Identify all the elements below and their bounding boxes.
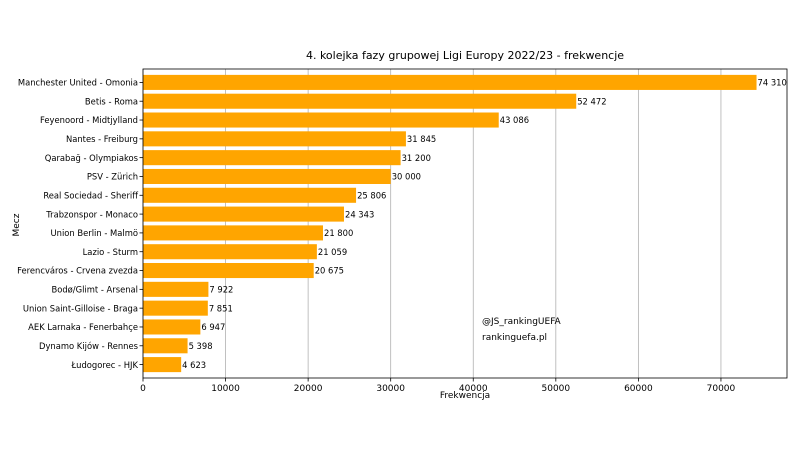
- data-label: 74 310: [758, 78, 787, 88]
- category-label: Qarabağ - Olympiakos: [45, 153, 138, 163]
- category-label: Lazio - Sturm: [83, 247, 138, 257]
- x-axis-ticks: 0 10000 20000 30000 40000 50000 60000 70000: [140, 378, 736, 394]
- bar: [143, 225, 323, 241]
- category-label: Ferencváros - Crvena zvezda: [17, 266, 138, 276]
- y-axis-label: Mecz: [12, 213, 22, 236]
- plot-frame: [142, 68, 788, 379]
- x-tick-label: 60000: [624, 384, 653, 394]
- annotation-twitter-handle: @JS_rankingUEFA: [482, 317, 562, 327]
- bars: [143, 74, 757, 373]
- x-tick-label: 0: [140, 384, 146, 394]
- x-tick-label: 50000: [542, 384, 571, 394]
- bar: [143, 300, 208, 316]
- category-label: Betis - Roma: [85, 96, 138, 106]
- bar: [143, 150, 401, 166]
- data-label: 43 086: [500, 115, 529, 125]
- bar: [143, 74, 757, 90]
- data-label: 21 800: [324, 228, 353, 238]
- data-label: 30 000: [392, 172, 421, 182]
- data-label: 7 922: [209, 285, 233, 295]
- bar: [143, 338, 188, 354]
- x-tick-label: 70000: [707, 384, 736, 394]
- bar: [143, 112, 499, 128]
- category-label: Nantes - Freiburg: [66, 134, 138, 144]
- data-labels: 74 310 52 472 43 086 31 845 31 200 30 000 25 8…: [182, 78, 787, 370]
- data-label: 31 200: [402, 153, 431, 163]
- data-label: 25 806: [357, 190, 386, 200]
- category-label: Real Sociedad - Sheriff: [43, 190, 138, 200]
- data-label: 20 675: [315, 266, 344, 276]
- bar: [143, 357, 182, 373]
- category-label: AEK Larnaka - Fenerbahçe: [28, 322, 138, 332]
- category-label: Feyenoord - Midtjylland: [40, 115, 138, 125]
- category-label: Bodø/Glimt - Arsenal: [51, 285, 138, 295]
- category-labels: Manchester United - Omonia Betis - Roma Fe…: [17, 78, 143, 370]
- bar: [143, 93, 577, 109]
- bar: [143, 206, 344, 222]
- bar: [143, 263, 314, 279]
- chart-title: 4. kolejka fazy grupowej Ligi Europy 202…: [306, 49, 624, 62]
- bar: [143, 281, 209, 297]
- bar: [143, 131, 406, 147]
- x-tick-label: 40000: [459, 384, 488, 394]
- bar: [143, 244, 317, 260]
- bar: [143, 319, 201, 335]
- category-label: Dynamo Kijów - Rennes: [39, 341, 138, 351]
- x-axis-label: Frekwencja: [440, 391, 490, 401]
- x-tick-label: 10000: [211, 384, 240, 394]
- data-label: 4 623: [182, 360, 206, 370]
- data-label: 5 398: [189, 341, 213, 351]
- category-label: Manchester United - Omonia: [18, 78, 138, 88]
- data-label: 6 947: [201, 322, 225, 332]
- data-label: 21 059: [318, 247, 347, 257]
- data-label: 31 845: [407, 134, 436, 144]
- annotation-website: rankinguefa.pl: [482, 333, 547, 343]
- category-label: Trabzonspor - Monaco: [45, 209, 138, 219]
- data-label: 7 851: [209, 303, 233, 313]
- category-label: Union Saint-Gilloise - Braga: [23, 303, 138, 313]
- x-tick-label: 20000: [294, 384, 323, 394]
- data-label: 24 343: [345, 209, 374, 219]
- bar: [143, 168, 391, 184]
- category-label: Łudogorec - HJK: [70, 360, 138, 370]
- data-label: 52 472: [577, 96, 606, 106]
- bar: [143, 187, 357, 203]
- category-label: Union Berlin - Malmö: [51, 228, 138, 238]
- x-tick-label: 30000: [376, 384, 405, 394]
- category-label: PSV - Zürich: [87, 172, 138, 182]
